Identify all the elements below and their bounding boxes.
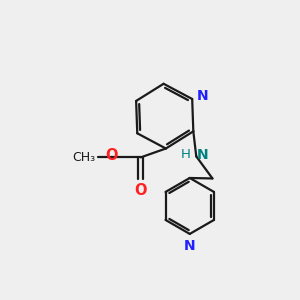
Text: N: N xyxy=(196,89,208,103)
Text: O: O xyxy=(105,148,117,164)
Text: H: H xyxy=(181,148,191,161)
Text: N: N xyxy=(184,239,196,253)
Text: O: O xyxy=(135,183,147,198)
Text: N: N xyxy=(197,148,208,162)
Text: CH₃: CH₃ xyxy=(72,151,95,164)
